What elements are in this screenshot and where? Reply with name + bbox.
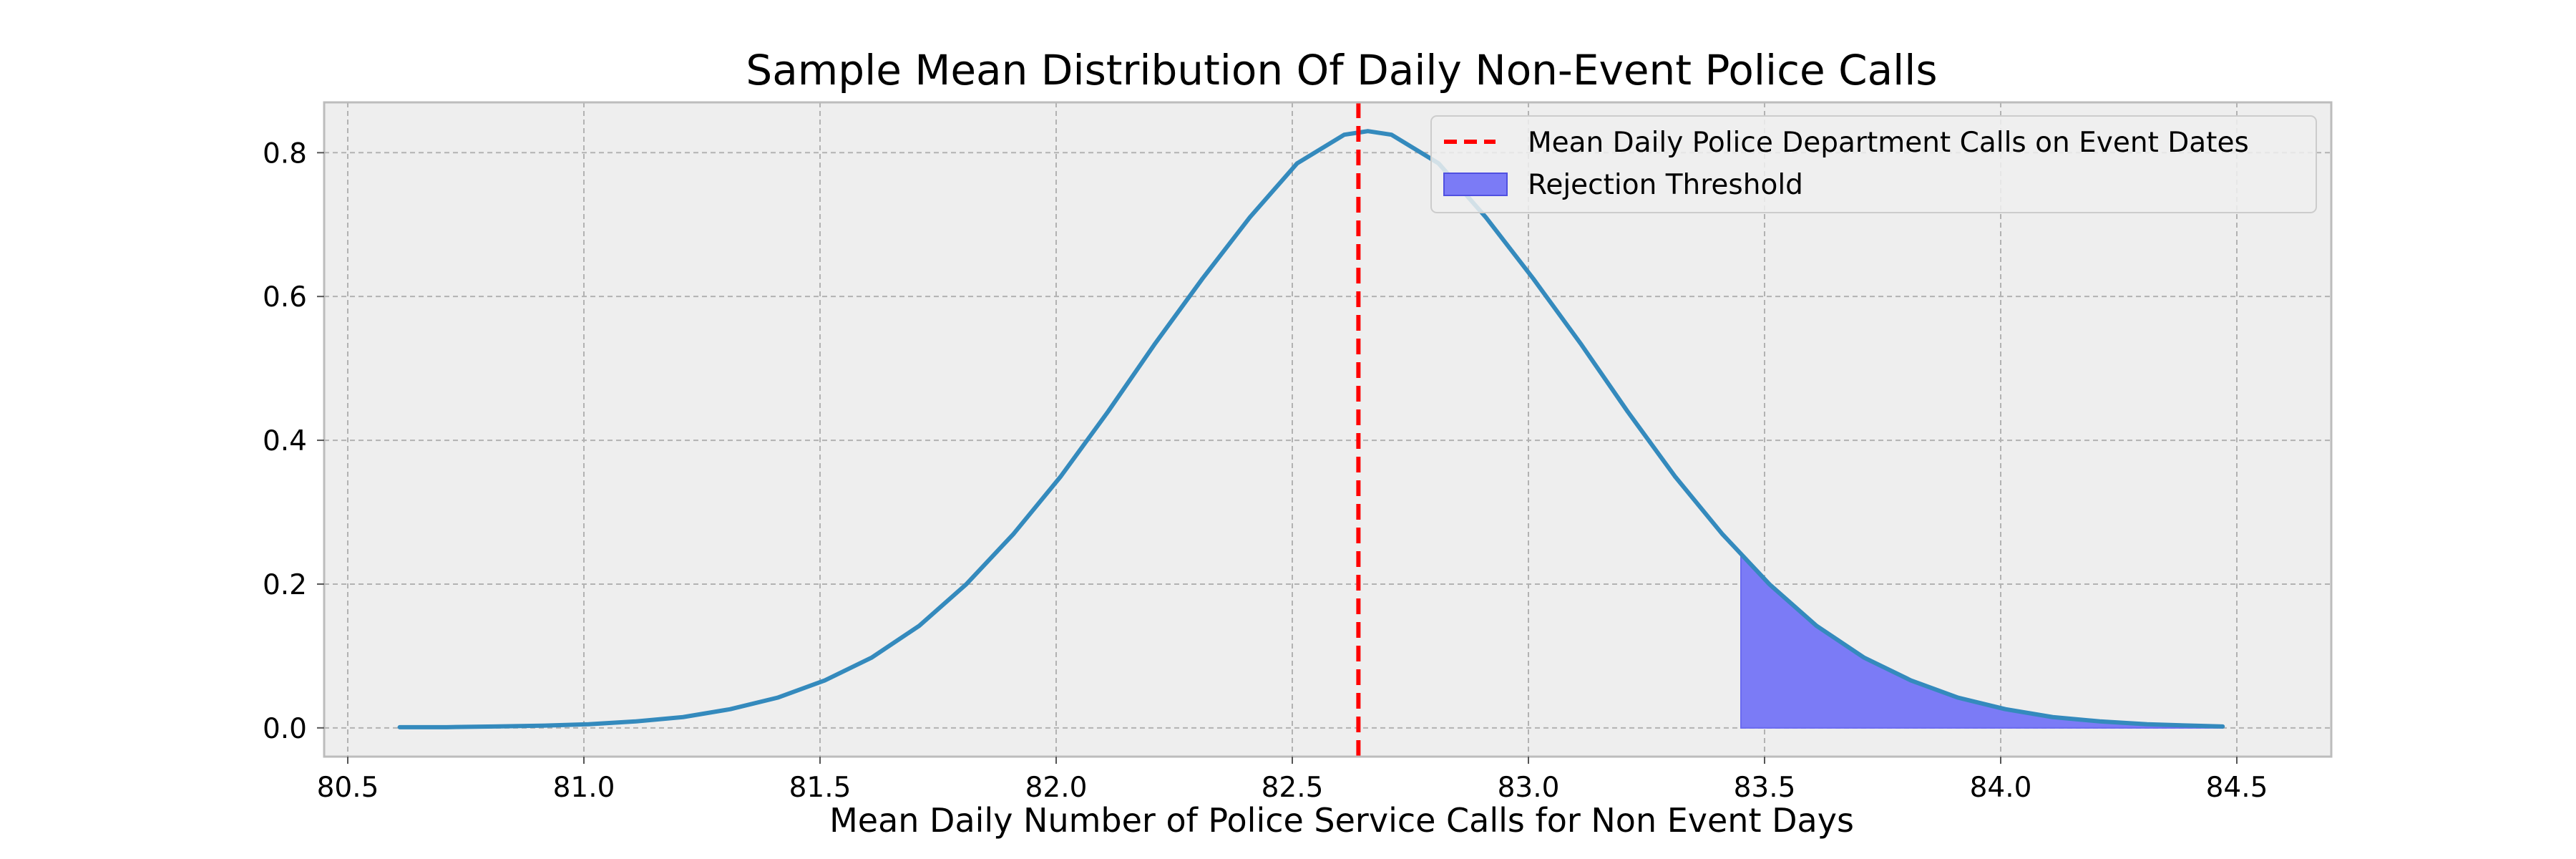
x-tick-label: 83.0	[1498, 772, 1560, 804]
legend-label-rejection: Rejection Threshold	[1528, 169, 1803, 201]
x-axis-ticks: 80.5 81.0 81.5 82.0 82.5 83.0 83.5 84.0 84.5	[317, 757, 2268, 804]
x-axis-label: Mean Daily Number of Police Service Call…	[829, 801, 1854, 840]
x-tick-label: 82.0	[1025, 772, 1088, 804]
y-tick-label: 0.8	[263, 137, 307, 170]
legend-box	[1430, 115, 2317, 213]
plot-border	[323, 101, 2333, 758]
y-tick-label: 0.6	[263, 281, 307, 314]
x-tick-label: 81.5	[789, 772, 852, 804]
y-axis-ticks: 0.0 0.2 0.4 0.6 0.8	[263, 137, 324, 745]
legend: Mean Daily Police Department Calls on Ev…	[1430, 115, 2317, 213]
distribution-line-layer	[397, 129, 2225, 729]
legend-swatch-rejection	[1443, 173, 1508, 196]
x-tick-label: 84.0	[1970, 772, 2032, 804]
legend-label-event-mean: Mean Daily Police Department Calls on Ev…	[1528, 127, 2249, 159]
x-tick-label: 82.5	[1262, 772, 1324, 804]
grid	[324, 102, 2331, 757]
x-tick-label: 84.5	[2206, 772, 2268, 804]
y-tick-label: 0.4	[263, 425, 307, 457]
y-tick-label: 0.0	[263, 713, 307, 745]
x-tick-label: 83.5	[1734, 772, 1796, 804]
distribution-curve	[397, 129, 2225, 729]
chart-title: Sample Mean Distribution Of Daily Non-Ev…	[746, 46, 1937, 94]
y-tick-label: 0.2	[263, 569, 307, 601]
x-tick-label: 80.5	[317, 772, 379, 804]
x-tick-label: 81.0	[553, 772, 615, 804]
